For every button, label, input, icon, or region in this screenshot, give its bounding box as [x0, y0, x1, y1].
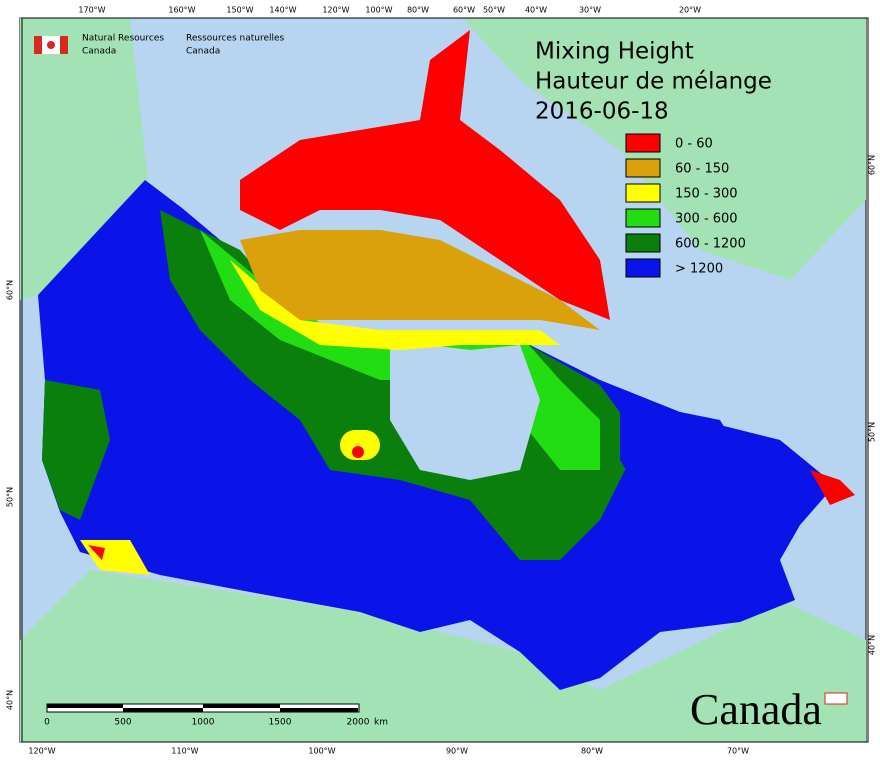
agency-fr: Ressources naturelles: [186, 34, 285, 44]
alaska: [20, 18, 148, 300]
graticule-top: 60°W: [453, 6, 475, 15]
legend-swatch: [625, 183, 661, 203]
zone-west-coast: [42, 380, 110, 520]
graticule-top: 40°W: [525, 6, 547, 15]
wordmark: Canada: [690, 685, 822, 734]
graticule-top: 170°W: [78, 6, 105, 15]
legend-label: 600 - 1200: [675, 237, 746, 252]
scale-unit: km: [374, 718, 388, 728]
scale-label: 2000: [347, 718, 370, 728]
graticule-top: 150°W: [226, 6, 253, 15]
graticule-left: 40°N: [6, 690, 15, 710]
legend-label: 150 - 300: [675, 187, 738, 202]
graticule-top: 120°W: [322, 6, 349, 15]
graticule-top: 100°W: [365, 6, 392, 15]
map-title: 2016-06-18: [535, 99, 669, 125]
legend-label: 60 - 150: [675, 162, 729, 177]
graticule-bottom: 110°W: [171, 747, 198, 756]
graticule-bottom: 80°W: [581, 747, 603, 756]
usa: [20, 570, 866, 742]
graticule-top: 20°W: [679, 6, 701, 15]
graticule-top: 30°W: [579, 6, 601, 15]
flag-leaf: [47, 41, 55, 49]
zone-manitoba: [340, 430, 380, 460]
legend-swatch: [625, 233, 661, 253]
flag-left: [34, 36, 42, 54]
graticule-right: 40°N: [868, 635, 877, 655]
graticule-left: 50°N: [6, 487, 15, 507]
scale-segment: [47, 704, 123, 708]
graticule-bottom: 90°W: [446, 747, 468, 756]
scale-segment: [280, 708, 358, 712]
legend-swatch: [625, 133, 661, 153]
scale-label: 0: [44, 718, 50, 728]
scale-label: 1000: [192, 718, 215, 728]
scale-label: 500: [114, 718, 131, 728]
flag-right: [60, 36, 68, 54]
map-title: Hauteur de mélange: [535, 69, 772, 95]
graticule-top: 160°W: [168, 6, 195, 15]
graticule-right: 50°N: [868, 422, 877, 442]
graticule-top: 80°W: [407, 6, 429, 15]
agency-en: Natural Resources: [82, 34, 164, 44]
graticule-left: 60°N: [6, 280, 15, 300]
zone-orange: [240, 230, 600, 330]
graticule-bottom: 120°W: [28, 747, 55, 756]
legend-label: 0 - 60: [675, 137, 713, 152]
hudson-bay: [390, 340, 540, 480]
graticule-bottom: 100°W: [308, 747, 335, 756]
map-title: Mixing Height: [535, 39, 694, 65]
zone-manitoba-core: [352, 446, 364, 458]
graticule-bottom: 70°W: [727, 747, 749, 756]
graticule-top: 50°W: [483, 6, 505, 15]
graticule-top: 140°W: [269, 6, 296, 15]
greenland: [462, 18, 866, 280]
agency-fr: Canada: [186, 47, 220, 57]
legend-label: 300 - 600: [675, 212, 738, 227]
scale-segment: [123, 708, 203, 712]
legend-swatch: [625, 208, 661, 228]
legend-swatch: [625, 158, 661, 178]
zone-newfoundland: [810, 470, 855, 505]
scale-segment: [203, 704, 280, 708]
zone-quebec: [620, 400, 750, 520]
legend-swatch: [625, 258, 661, 278]
graticule-right: 60°N: [868, 155, 877, 175]
scale-label: 1500: [269, 718, 292, 728]
zone-yellow: [230, 260, 560, 350]
legend-label: > 1200: [675, 262, 723, 277]
arctic-islands: [240, 30, 610, 320]
wordmark-flag: [824, 692, 848, 705]
zone-south-bc-core: [88, 545, 105, 560]
frame: [21, 17, 869, 743]
agency-en: Canada: [82, 47, 116, 57]
